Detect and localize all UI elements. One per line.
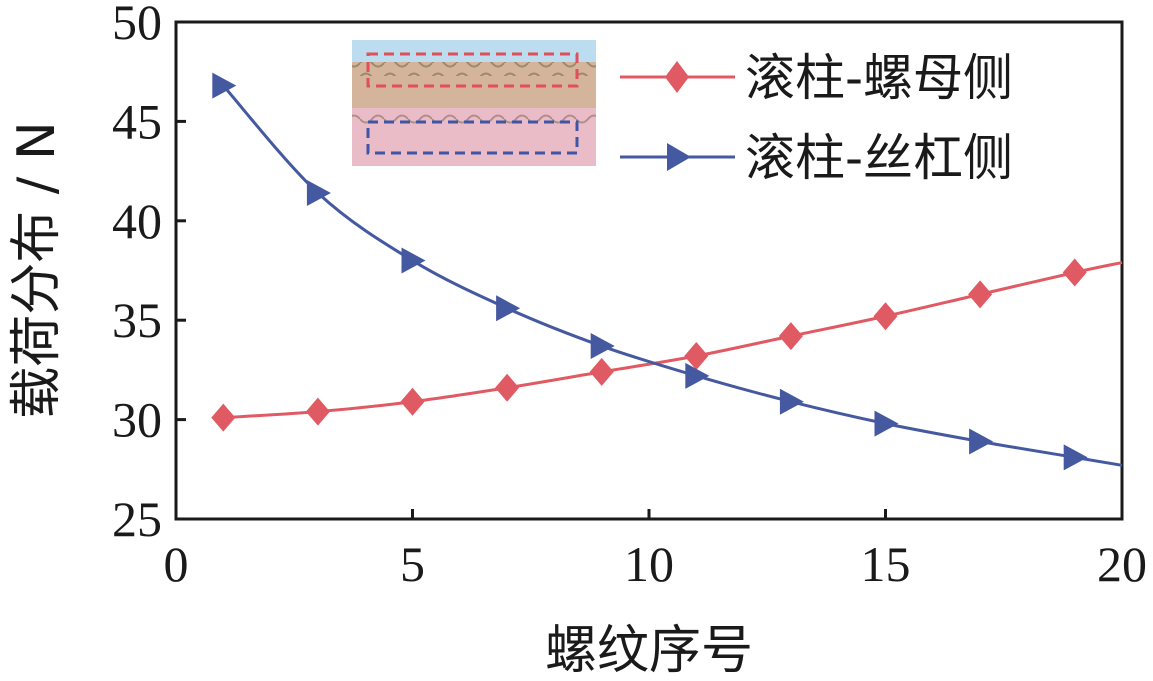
data-point — [400, 387, 425, 416]
data-point — [685, 362, 710, 389]
legend-label-nut-side: 滚柱-螺母侧 — [745, 49, 1013, 107]
data-point — [495, 373, 520, 402]
x-axis-title: 螺纹序号 — [545, 621, 753, 681]
y-tick-label: 45 — [112, 93, 162, 149]
y-axis-ticks: 25 30 35 40 45 50 — [112, 0, 186, 547]
data-point — [589, 357, 614, 386]
x-axis-ticks: 0 5 10 15 20 — [164, 509, 1147, 592]
y-tick-label: 35 — [112, 292, 162, 348]
data-point — [684, 341, 709, 370]
y-tick-label: 30 — [112, 392, 162, 448]
x-tick-label: 10 — [624, 536, 674, 592]
data-point — [212, 72, 237, 99]
x-tick-label: 20 — [1097, 536, 1147, 592]
data-point — [874, 410, 899, 437]
data-point — [1063, 444, 1088, 471]
legend: 滚柱-螺母侧 滚柱-丝杠侧 — [620, 49, 1013, 187]
series-layer — [211, 72, 1123, 471]
data-point — [305, 397, 330, 426]
thread-inset-image — [352, 40, 596, 166]
data-point — [873, 302, 898, 331]
data-point — [968, 280, 993, 309]
legend-item-nut-side: 滚柱-螺母侧 — [620, 49, 1013, 107]
series-1 — [212, 72, 1123, 471]
x-tick-label: 5 — [400, 536, 425, 592]
y-tick-label: 40 — [112, 193, 162, 249]
data-point — [401, 247, 426, 274]
series-line — [223, 261, 1123, 420]
data-point — [211, 403, 236, 432]
y-tick-label: 25 — [112, 491, 162, 547]
data-point — [496, 295, 521, 322]
data-point — [306, 179, 331, 206]
series-0 — [211, 258, 1123, 432]
data-point — [590, 333, 615, 360]
data-point — [779, 388, 804, 415]
legend-item-screw-side: 滚柱-丝杠侧 — [620, 129, 1013, 187]
y-axis-title: 载荷分布 / N — [7, 121, 67, 418]
x-tick-label: 0 — [164, 536, 189, 592]
legend-label-screw-side: 滚柱-丝杠侧 — [745, 129, 1013, 187]
x-tick-label: 15 — [861, 536, 911, 592]
data-point — [778, 322, 803, 351]
y-tick-label: 50 — [112, 0, 162, 50]
data-point — [1062, 258, 1087, 287]
data-point — [969, 428, 994, 455]
